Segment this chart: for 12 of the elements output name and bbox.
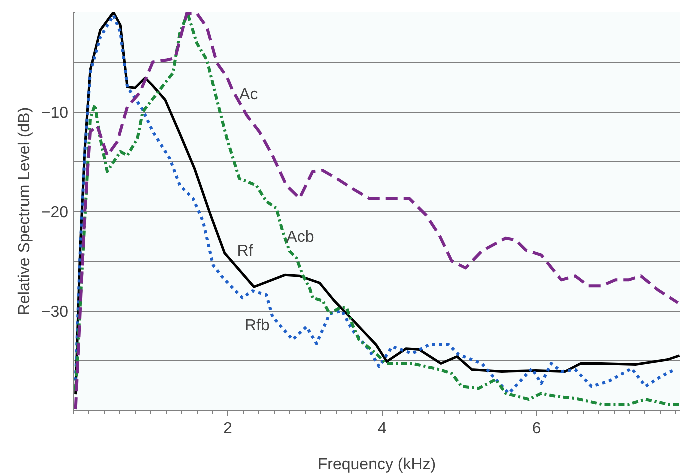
- annotation: Acb: [286, 228, 314, 246]
- y-tick-label: −10: [41, 105, 69, 122]
- annotation: Ac: [240, 86, 258, 104]
- annotation: Rf: [237, 242, 254, 260]
- y-tick-label: −30: [41, 304, 69, 321]
- x-tick-label: 6: [532, 420, 542, 438]
- y-axis-title: Relative Spectrum Level (dB): [16, 107, 34, 316]
- y-tick-label: −20: [41, 204, 69, 222]
- annotation: Rfb: [244, 317, 270, 334]
- x-axis-title: Frequency (kHz): [318, 456, 436, 474]
- x-tick-label: 4: [378, 420, 387, 438]
- x-tick-label: 2: [224, 420, 233, 438]
